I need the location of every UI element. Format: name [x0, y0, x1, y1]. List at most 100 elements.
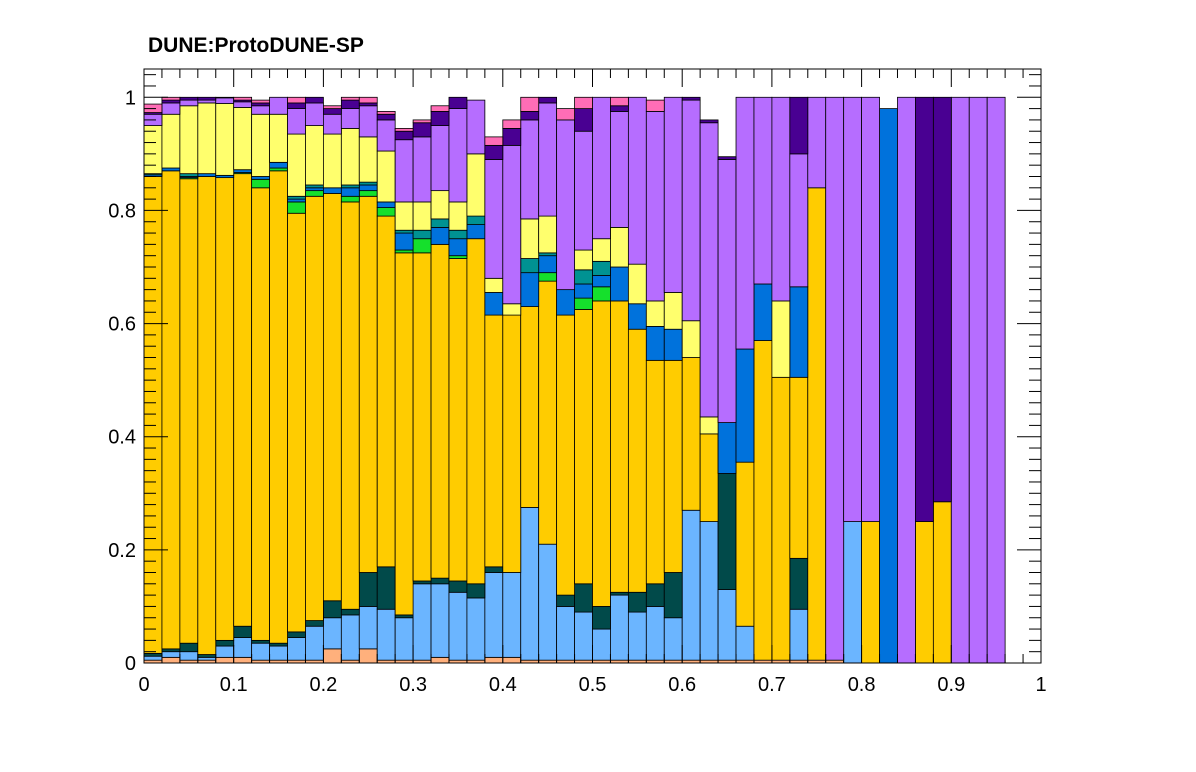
bar-series-8-bin-30 [681, 99, 701, 322]
bar-series-10-bin-24 [574, 96, 593, 109]
bar-series-9-bin-32 [717, 156, 737, 160]
bar-series-8-bin-32 [717, 159, 737, 423]
bar-series-3-bin-4 [215, 177, 235, 641]
bar-series-8-bin-33 [735, 96, 755, 350]
y-tick-label: 1 [125, 87, 136, 109]
bar-series-1-bin-9 [305, 625, 324, 661]
bar-series-10-bin-23 [556, 108, 575, 121]
bar-series-3-bin-15 [412, 252, 432, 582]
bar-series-6-bin-2 [179, 173, 199, 177]
bar-series-6-bin-18 [466, 215, 486, 225]
bar-series-10-bin-14 [394, 127, 414, 132]
bar-series-2-bin-7 [269, 642, 288, 647]
bar-series-9-bin-12 [358, 102, 378, 107]
bar-series-7-bin-2 [179, 105, 199, 175]
bar-series-1-bin-39 [843, 521, 862, 664]
bar-series-2-bin-32 [717, 473, 737, 590]
x-tick-label: 0.2 [309, 674, 337, 696]
bar-series-0-bin-20 [502, 656, 522, 664]
bar-series-8-bin-26 [610, 111, 629, 228]
bar-series-1-bin-0 [143, 655, 163, 661]
bar-series-7-bin-16 [430, 190, 450, 220]
bar-series-7-bin-9 [305, 125, 324, 186]
bar-series-3-bin-28 [645, 359, 665, 585]
bar-series-8-bin-34 [753, 96, 773, 285]
x-tick-label: 0.1 [220, 674, 248, 696]
bar-series-9-bin-9 [305, 96, 324, 104]
bar-series-8-bin-35 [771, 96, 791, 302]
bar-series-1-bin-20 [502, 572, 522, 658]
bar-series-0-bin-5 [233, 656, 253, 664]
x-tick-label: 0 [138, 674, 149, 696]
bar-series-10-bin-13 [376, 111, 396, 115]
bar-series-4-bin-7 [269, 167, 288, 172]
bar-series-6-bin-17 [448, 229, 468, 240]
bar-series-9-bin-17 [448, 96, 468, 109]
bar-series-1-bin-12 [358, 606, 378, 650]
bar-series-8-bin-20 [502, 144, 522, 305]
bar-series-8-bin-22 [538, 102, 558, 217]
bar-series-8-bin-31 [699, 122, 719, 418]
bar-series-3-bin-7 [269, 170, 288, 644]
bar-series-3-bin-20 [502, 314, 522, 573]
bar-series-7-bin-31 [699, 416, 719, 435]
bar-series-4-bin-25 [592, 286, 611, 302]
bar-series-5-bin-24 [574, 283, 593, 299]
bar-series-3-bin-13 [376, 215, 396, 568]
bar-series-6-bin-9 [305, 184, 324, 189]
bar-series-6-bin-21 [520, 258, 540, 274]
bar-series-8-bin-16 [430, 125, 450, 192]
bar-series-8-bin-39 [843, 96, 862, 522]
bar-series-9-bin-2 [179, 96, 199, 101]
y-axis-tick-labels: 0 0.2 0.4 0.6 0.8 1 [108, 87, 136, 675]
bar-series-1-bin-27 [627, 611, 647, 661]
bar-series-3-bin-6 [251, 187, 270, 641]
bar-series-8-bin-36 [789, 153, 809, 288]
bar-series-5-bin-17 [448, 238, 468, 257]
bar-series-4-bin-14 [394, 249, 414, 254]
bar-series-2-bin-36 [789, 557, 809, 610]
bar-series-8-bin-38 [825, 96, 845, 661]
bar-series-7-bin-11 [340, 127, 360, 186]
bar-series-3-bin-19 [484, 314, 504, 568]
bar-series-7-bin-17 [448, 201, 468, 231]
bar-series-8-bin-3 [197, 99, 217, 104]
bar-series-7-bin-27 [627, 263, 647, 305]
bar-series-1-bin-8 [287, 637, 306, 661]
bar-series-4-bin-15 [412, 238, 432, 254]
bar-series-2-bin-10 [322, 600, 342, 619]
bar-series-10-bin-19 [484, 136, 504, 146]
bar-series-2-bin-28 [645, 583, 665, 607]
bar-series-10-bin-15 [412, 119, 432, 124]
bar-series-4-bin-22 [538, 272, 558, 282]
bar-series-8-bin-4 [215, 97, 235, 104]
bar-series-10-bin-11 [340, 96, 360, 101]
bar-series-3-bin-24 [574, 309, 593, 585]
bar-series-5-bin-6 [251, 176, 270, 180]
bar-series-1-bin-16 [430, 583, 450, 658]
bar-series-5-bin-32 [717, 422, 737, 474]
x-tick-label: 0.6 [668, 674, 696, 696]
bar-series-2-bin-16 [430, 577, 450, 585]
bar-series-1-bin-3 [197, 656, 217, 661]
bar-series-7-bin-8 [287, 133, 306, 197]
bar-series-2-bin-11 [340, 608, 360, 616]
bar-series-3-bin-8 [287, 212, 306, 633]
bar-series-2-bin-17 [448, 580, 468, 593]
bar-series-7-bin-22 [538, 215, 558, 254]
bar-series-3-bin-23 [556, 314, 575, 596]
bar-series-9-bin-14 [394, 130, 414, 141]
bar-series-3-bin-0 [143, 176, 163, 654]
bar-series-9-bin-6 [251, 102, 270, 107]
bar-series-7-bin-6 [251, 113, 270, 177]
bar-series-5-bin-33 [735, 348, 755, 463]
bar-series-5-bin-27 [627, 303, 647, 330]
bar-series-4-bin-24 [574, 297, 593, 310]
bar-series-8-bin-8 [287, 108, 306, 135]
bar-series-1-bin-10 [322, 617, 342, 650]
bar-series-3-bin-22 [538, 280, 558, 545]
bar-series-9-bin-20 [502, 127, 522, 146]
bar-series-8-bin-21 [520, 119, 540, 220]
bar-series-8-bin-5 [233, 101, 253, 108]
